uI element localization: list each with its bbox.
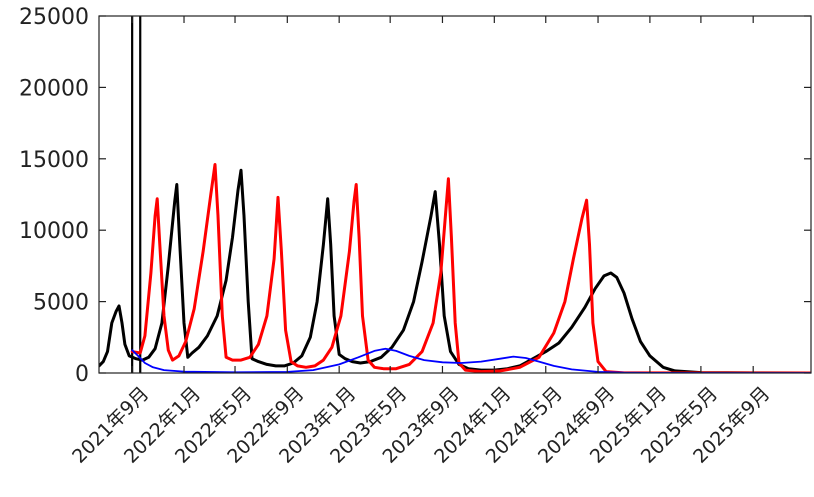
y-tick-label: 25000 bbox=[19, 5, 89, 30]
series-line-3 bbox=[131, 347, 811, 373]
y-tick-label: 15000 bbox=[19, 148, 89, 173]
series-line-1 bbox=[99, 168, 811, 373]
axes: 05000100001500020000250002021年9月2022年1月2… bbox=[19, 5, 812, 468]
y-tick-label: 20000 bbox=[19, 76, 89, 101]
y-tick-label: 5000 bbox=[33, 291, 89, 316]
y-tick-label: 10000 bbox=[19, 219, 89, 244]
plot-frame bbox=[98, 15, 812, 374]
series-line-2 bbox=[130, 163, 811, 373]
y-tick-label: 0 bbox=[75, 362, 89, 387]
plot-area bbox=[99, 16, 811, 373]
